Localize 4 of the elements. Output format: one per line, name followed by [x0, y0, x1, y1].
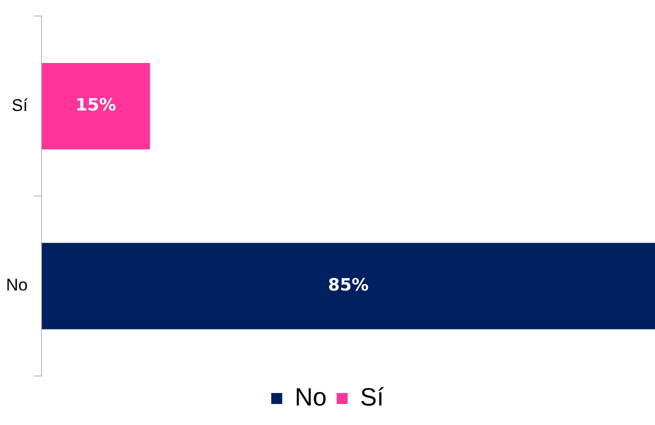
legend-label: Sí — [360, 383, 384, 412]
data-label: 15% — [75, 96, 116, 116]
legend-label: No — [294, 383, 327, 412]
data-label: 85% — [328, 275, 369, 296]
